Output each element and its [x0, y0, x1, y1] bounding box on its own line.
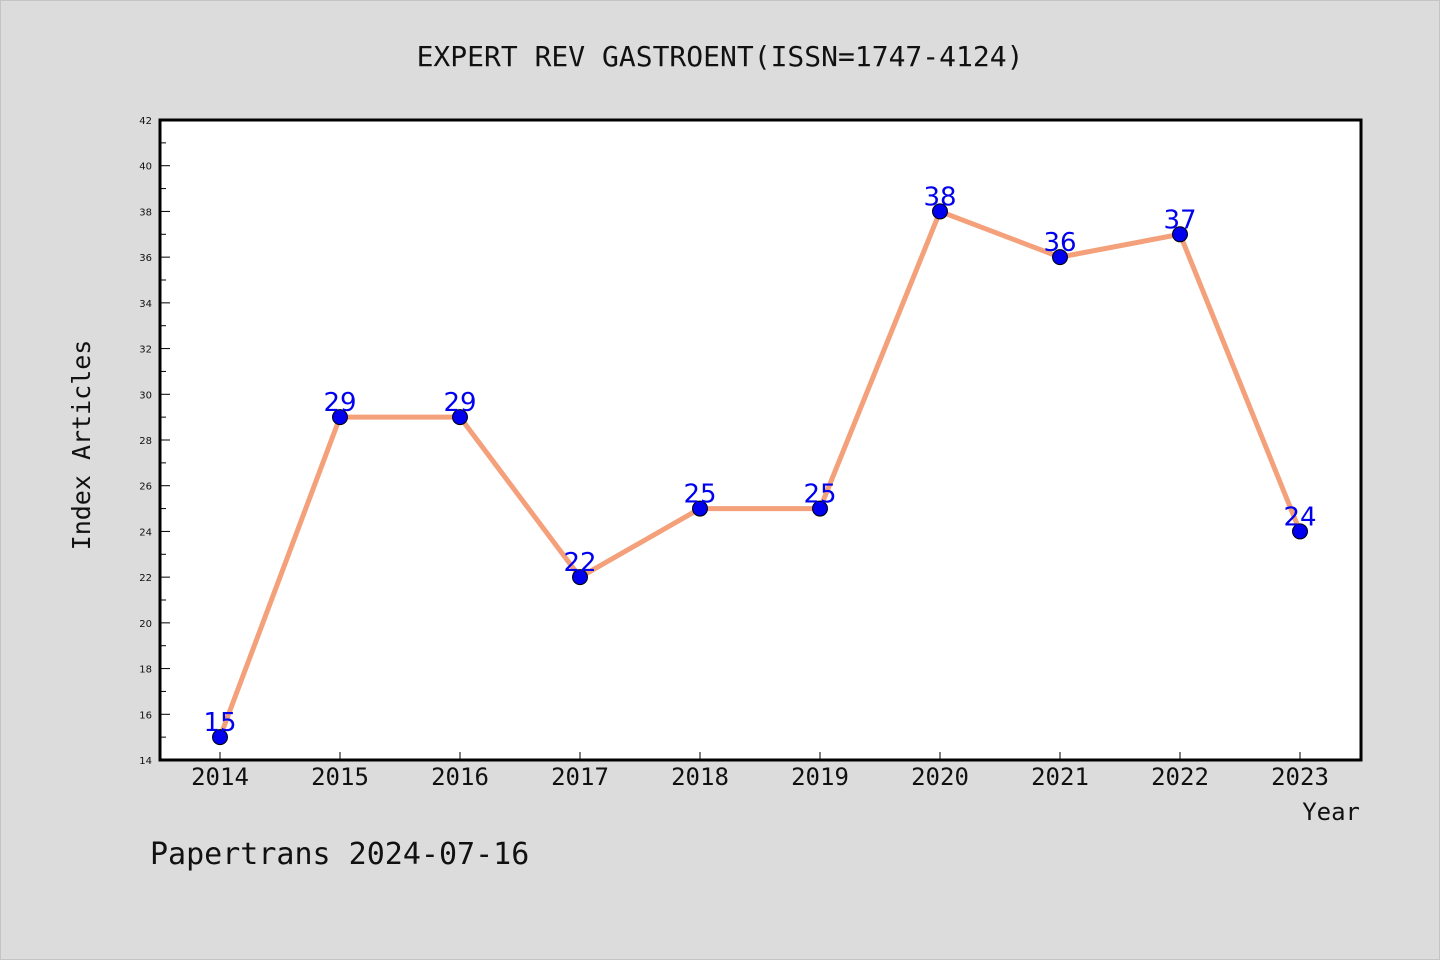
plot-area: [158, 118, 1363, 762]
x-tick-label: 2017: [551, 763, 609, 791]
y-tick-label: 24: [139, 527, 152, 538]
y-tick-label: 36: [139, 253, 152, 264]
data-point: [1172, 226, 1188, 243]
data-point: [572, 569, 588, 586]
x-tick-label: 2023: [1271, 763, 1329, 791]
x-tick-label: 2021: [1031, 763, 1089, 791]
y-tick-label: 18: [139, 665, 152, 676]
y-axis-label: Index Articles: [67, 340, 96, 551]
data-point: [332, 409, 348, 426]
y-tick-label: 34: [139, 299, 152, 310]
data-point: [212, 729, 228, 746]
y-tick-label: 42: [139, 116, 152, 127]
y-tick-label: 20: [139, 619, 152, 630]
data-point: [932, 203, 948, 220]
data-point: [692, 500, 708, 517]
chart-title: EXPERT REV GASTROENT(ISSN=1747-4124): [417, 40, 1024, 73]
y-tick-label: 32: [139, 345, 152, 356]
data-label: 25: [683, 480, 716, 510]
data-label: 36: [1043, 228, 1076, 258]
x-tick-label: 2014: [191, 763, 249, 791]
data-point: [452, 409, 468, 426]
data-label: 37: [1163, 205, 1196, 235]
x-axis: 2014 2015 2016 2017 2018 2019 2020 2021 2022 2023: [191, 752, 1329, 791]
x-axis-label: Year: [1302, 798, 1360, 826]
series-line: [217, 208, 1303, 739]
data-point: [1052, 249, 1068, 266]
data-label: 22: [563, 548, 596, 578]
data-point: [812, 500, 828, 517]
data-label: 15: [203, 708, 236, 738]
y-tick-label: 40: [139, 162, 152, 173]
x-tick-label: 2016: [431, 763, 489, 791]
x-tick-label: 2015: [311, 763, 369, 791]
x-tick-label: 2019: [791, 763, 849, 791]
data-point: [1292, 523, 1308, 540]
y-tick-label: 22: [139, 573, 152, 584]
x-tick-label: 2018: [671, 763, 729, 791]
data-label: 29: [323, 388, 356, 418]
data-label: 25: [803, 480, 836, 510]
y-tick-label: 16: [139, 710, 152, 721]
y-axis: 14 16 18 20 22 24 26 28 30 32 34 36 38 40 42: [139, 116, 170, 767]
series-line-group: [217, 208, 1303, 739]
y-tick-label: 30: [139, 390, 152, 401]
data-label: 24: [1283, 502, 1316, 532]
data-labels: 15 29 29 22 25 25 38 36 37 24: [203, 182, 1316, 738]
y-tick-label: 14: [139, 756, 152, 767]
footer-text: Papertrans 2024-07-16: [150, 837, 529, 872]
y-tick-label: 26: [139, 482, 152, 493]
y-tick-label: 28: [139, 436, 152, 447]
x-tick-label: 2022: [1151, 763, 1209, 791]
data-label: 29: [443, 388, 476, 418]
data-points: [212, 203, 1308, 746]
y-tick-label: 38: [139, 207, 152, 218]
x-tick-label: 2020: [911, 763, 969, 791]
data-label: 38: [923, 182, 956, 212]
